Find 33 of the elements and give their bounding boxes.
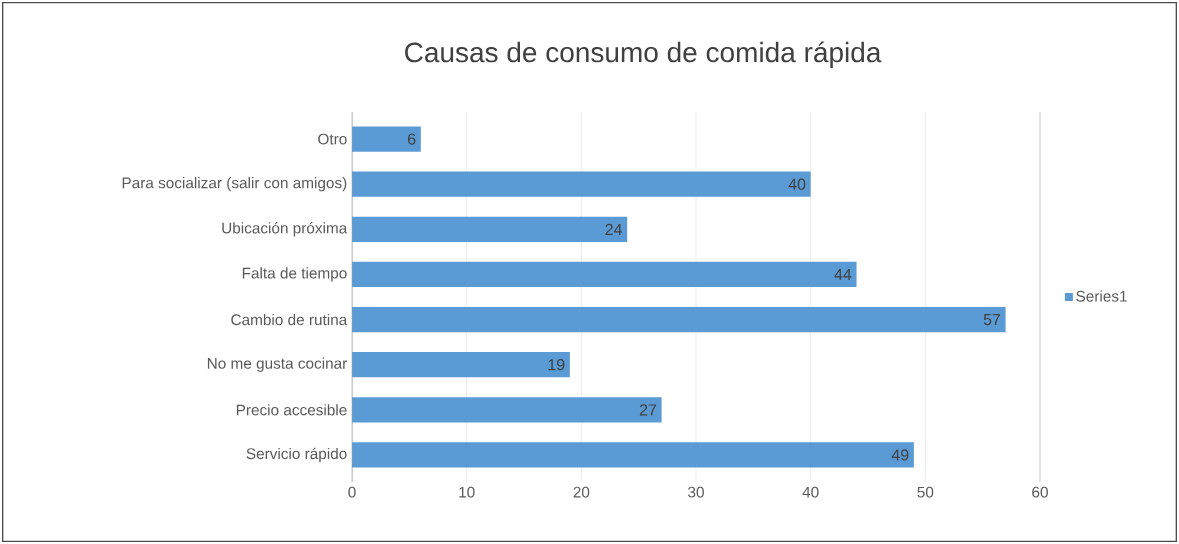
- y-tick-label: Servicio rápido: [246, 447, 347, 463]
- x-tick-label: 0: [348, 486, 356, 498]
- x-tick-label: 60: [1032, 486, 1048, 498]
- bar: [352, 306, 1006, 333]
- data-label: 57: [983, 313, 1001, 326]
- bar: [352, 352, 570, 378]
- y-tick-label: Otro: [318, 133, 347, 145]
- x-tick-label: 50: [917, 486, 934, 498]
- data-label: 40: [788, 178, 806, 190]
- data-label: 49: [891, 449, 909, 461]
- data-label: 27: [639, 404, 657, 416]
- y-tick-label: Falta de tiempo: [242, 267, 347, 282]
- bar: [352, 442, 914, 468]
- y-tick-label: Ubicación próxima: [222, 222, 348, 237]
- y-tick-label: Para socializar (salir con amigos): [122, 177, 347, 192]
- chart-title: Causas de consumo de comida rápida: [405, 41, 882, 68]
- y-tick-label: Precio accesible: [236, 404, 347, 416]
- data-label: 19: [548, 359, 565, 371]
- x-tick-label: 20: [573, 486, 590, 498]
- data-label: 6: [408, 133, 416, 145]
- bar: [352, 126, 421, 152]
- data-label: 44: [834, 268, 852, 280]
- x-tick-label: 40: [802, 486, 819, 498]
- y-tick-label: No me gusta cocinar: [207, 357, 348, 372]
- x-tick-label: 10: [459, 486, 475, 498]
- y-tick-label: Cambio de rutina: [231, 313, 348, 326]
- legend-label: Series1: [1076, 290, 1127, 302]
- bar: [352, 261, 857, 288]
- bar: [352, 171, 811, 197]
- x-tick-label: 30: [688, 486, 704, 498]
- data-label: 24: [605, 223, 623, 235]
- bar: [352, 216, 628, 242]
- bar: [352, 397, 662, 423]
